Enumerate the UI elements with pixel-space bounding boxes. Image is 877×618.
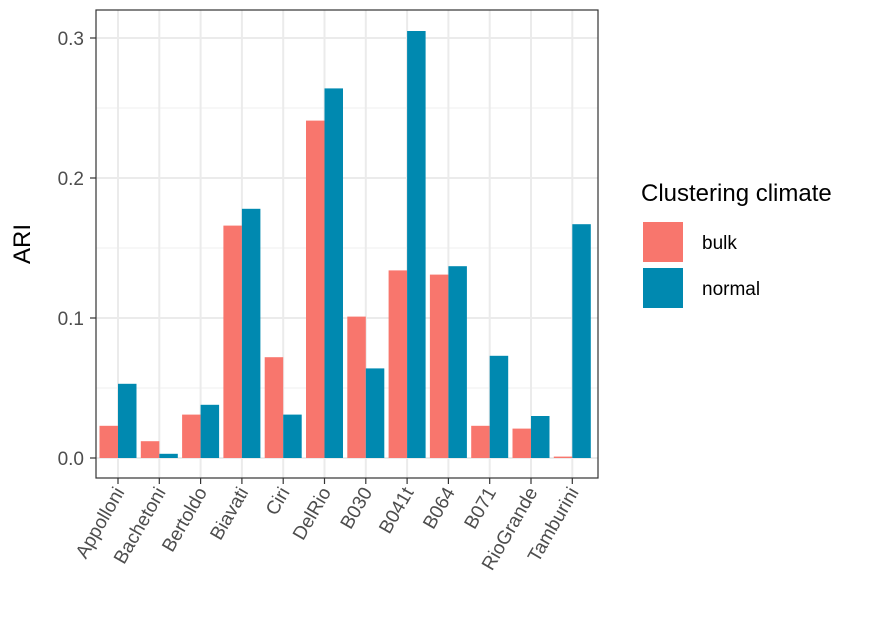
bar-bulk-b064 [429, 274, 449, 458]
bar-normal-bachetoni [159, 453, 178, 458]
bar-bulk-bertoldo [182, 414, 201, 458]
bar-bulk-appolloni [99, 425, 118, 458]
x-tick-label-biavati: Biavati [207, 484, 254, 544]
bar-normal-b041t [407, 31, 426, 458]
bar-normal-biavati [241, 208, 261, 458]
bar-bulk-delrio [306, 120, 325, 458]
bars [99, 31, 591, 459]
x-tick-label-delrio: DelRio [289, 484, 336, 544]
y-axis-title: ARI [9, 224, 36, 264]
x-tick-label-b071: B071 [461, 484, 501, 533]
bar-bulk-tamburini [553, 456, 573, 458]
bar-normal-bertoldo [200, 404, 220, 458]
y-axis: 0.0 0.1 0.2 0.3 [58, 29, 96, 470]
y-tick-label: 0.2 [58, 169, 84, 190]
bar-normal-ciri [283, 414, 302, 458]
legend-label-normal: normal [702, 279, 760, 300]
grid-lines [96, 10, 598, 478]
legend-key-normal [643, 268, 683, 308]
bar-bulk-riogrande [512, 428, 531, 458]
legend-label-bulk: bulk [702, 233, 737, 254]
x-tick-label-b064: B064 [419, 484, 460, 533]
bar-bulk-biavati [223, 225, 242, 458]
panel-border [95, 9, 599, 479]
x-tick-label-b041t: B041t [375, 483, 418, 537]
bar-normal-tamburini [572, 224, 591, 458]
y-tick-label: 0.1 [58, 309, 84, 330]
bar-bulk-b041t [388, 270, 408, 458]
bar-normal-delrio [324, 88, 343, 459]
bar-bulk-ciri [264, 357, 284, 458]
bar-normal-b064 [448, 266, 467, 458]
x-tick-label-b030: B030 [337, 484, 377, 533]
bar-bulk-b030 [347, 316, 366, 458]
bar-normal-riogrande [531, 416, 550, 458]
legend-items: bulk normal [641, 220, 760, 310]
legend-title: Clustering climate [641, 180, 832, 207]
bar-normal-b071 [489, 355, 509, 458]
y-tick-label: 0.0 [58, 449, 84, 470]
legend-key-bulk [643, 222, 683, 262]
bar-bulk-bachetoni [140, 441, 160, 458]
bar-bulk-b071 [471, 425, 490, 458]
bar-normal-appolloni [118, 383, 137, 458]
bar-normal-b030 [365, 368, 385, 458]
legend: Clustering climate bulk normal [641, 180, 832, 310]
x-tick-label-ciri: Ciri [262, 484, 294, 519]
y-tick-label: 0.3 [58, 29, 84, 50]
